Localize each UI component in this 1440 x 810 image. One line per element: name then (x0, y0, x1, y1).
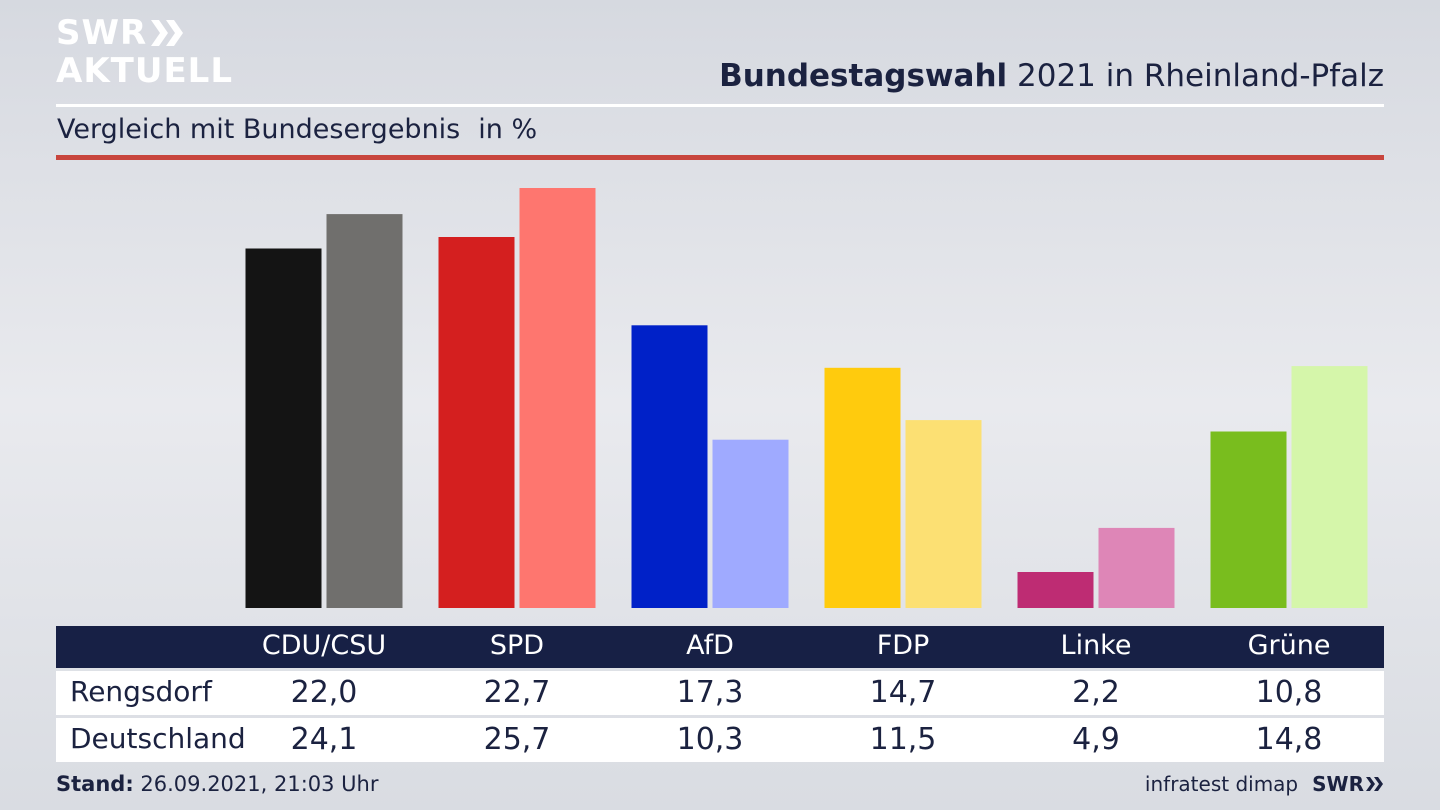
table-cell: 10,8 (1255, 675, 1323, 710)
column-header: SPD (489, 630, 545, 661)
bar-spd-rengsdorf (438, 237, 515, 608)
source-credit: infratest dimap SWR (1145, 772, 1384, 796)
unit-label: in % (478, 114, 538, 145)
table-cell: 22,0 (290, 675, 358, 710)
table-cell: 17,3 (676, 675, 744, 710)
stand-label: Stand: (56, 772, 134, 796)
header-divider (56, 104, 1384, 107)
page-title: Bundestagswahl 2021 in Rheinland-Pfalz (719, 58, 1384, 94)
column-header: Grüne (1247, 630, 1331, 661)
logo-text-aktuell: AKTUELL (56, 51, 234, 91)
bar-grüne-rengsdorf (1210, 431, 1287, 608)
logo-text-swr: SWR (56, 13, 148, 53)
row-label: Rengsdorf (70, 675, 212, 708)
results-table: CDU/CSU SPD AfD FDP Linke Grüne Rengsdorf 22,… (56, 626, 1384, 762)
table-cell: 4,9 (1072, 722, 1120, 757)
chevron-right-icon (151, 20, 184, 46)
table-row: Deutschland 24,1 25,7 10,3 11,5 4,9 14,8 (56, 718, 1384, 762)
bar-cdu-csu-deutschland (326, 214, 403, 608)
column-header: CDU/CSU (261, 630, 387, 661)
chart-subtitle: Vergleich mit Bundesergebnis in % (57, 114, 537, 145)
bar-linke-rengsdorf (1017, 572, 1094, 608)
table-cell: 14,7 (869, 675, 937, 710)
table-cell: 25,7 (483, 722, 551, 757)
accent-rule (56, 155, 1384, 160)
bar-spd-deutschland (519, 188, 596, 608)
title-rest: 2021 in Rheinland-Pfalz (1007, 58, 1384, 94)
table-cell: 24,1 (290, 722, 358, 757)
table-cell: 10,3 (676, 722, 744, 757)
brand-text: SWR (1312, 772, 1364, 796)
bar-linke-deutschland (1098, 527, 1175, 608)
table-cell: 2,2 (1072, 675, 1120, 710)
swr-aktuell-logo: SWR AKTUELL (56, 16, 233, 88)
column-header: AfD (686, 630, 734, 661)
table-cell: 11,5 (869, 722, 937, 757)
bar-cdu-csu-rengsdorf (245, 248, 322, 608)
bar-grüne-deutschland (1291, 366, 1368, 608)
bar-afd-rengsdorf (631, 325, 708, 608)
table-row: Rengsdorf 22,0 22,7 17,3 14,7 2,2 10,8 (56, 671, 1384, 715)
title-bold: Bundestagswahl (719, 58, 1008, 94)
table-cell: 22,7 (483, 675, 551, 710)
bar-fdp-rengsdorf (824, 367, 901, 608)
stand-value: 26.09.2021, 21:03 Uhr (133, 772, 379, 796)
subtitle-text: Vergleich mit Bundesergebnis (57, 114, 461, 145)
source-text: infratest dimap (1144, 772, 1299, 796)
bar-chart (245, 188, 1368, 608)
column-header: FDP (876, 630, 930, 661)
swr-brand: SWR (1312, 772, 1384, 796)
bar-afd-deutschland (712, 439, 789, 608)
timestamp: Stand: 26.09.2021, 21:03 Uhr (56, 772, 379, 796)
table-cell: 14,8 (1255, 722, 1323, 757)
bar-fdp-deutschland (905, 420, 982, 608)
table-header: CDU/CSU SPD AfD FDP Linke Grüne (56, 626, 1384, 668)
row-label: Deutschland (70, 722, 246, 755)
column-header: Linke (1060, 630, 1132, 661)
chevron-right-icon (1366, 777, 1383, 791)
